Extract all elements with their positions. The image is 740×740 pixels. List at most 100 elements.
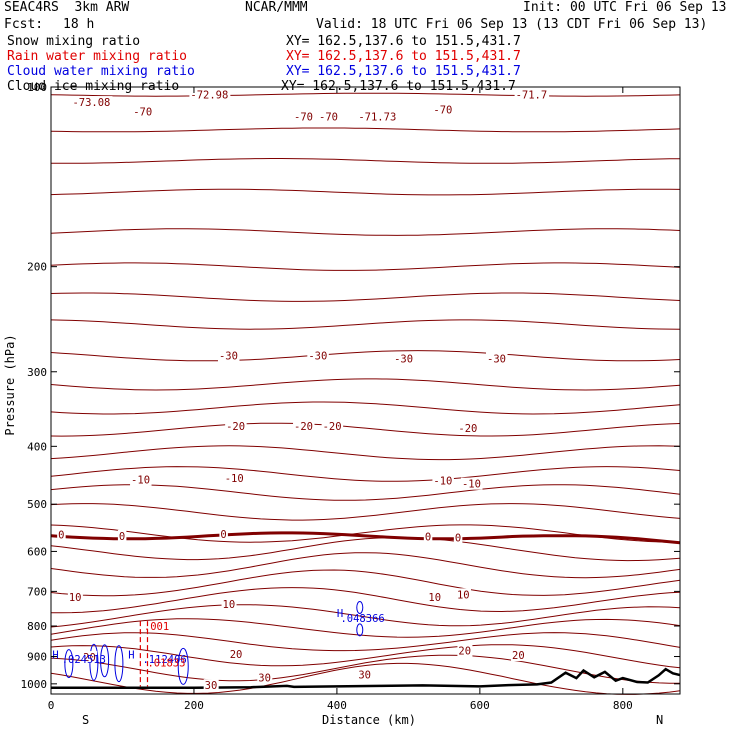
- temperature-label: -20: [458, 423, 477, 435]
- temperature-label: 30: [258, 672, 271, 684]
- y-axis-title: Pressure (hPa): [3, 334, 17, 435]
- isotherm-line: [50, 618, 681, 638]
- temperature-label-bg: [457, 422, 479, 435]
- temperature-label: -71.73: [358, 111, 396, 123]
- isotherm-line: [50, 654, 681, 684]
- temperature-label-bg: [293, 110, 315, 123]
- y-tick-label: 200: [27, 261, 47, 274]
- temperature-label-bg: [514, 88, 550, 101]
- temperature-label: 10: [223, 599, 236, 611]
- center-title: NCAR/MMM: [245, 0, 308, 15]
- temperature-label: 30: [358, 670, 371, 682]
- temperature-label-bg: [225, 420, 247, 433]
- isotherm-line: [51, 587, 681, 614]
- temperature-label-bg: [511, 649, 527, 662]
- isotherm-line: [50, 401, 681, 415]
- temperature-label-bg: [223, 472, 246, 485]
- temperature-label-bg: [67, 590, 83, 603]
- temperature-label-bg: [453, 531, 463, 544]
- temperature-label-bg: [357, 110, 399, 123]
- temperature-label: -70: [133, 107, 152, 119]
- temperature-label-bg: [457, 644, 473, 657]
- temperature-label: -20: [323, 421, 342, 433]
- temperature-label-bg: [71, 96, 113, 109]
- cloud-annotation: .112406: [142, 654, 186, 666]
- rain-contours: [139, 621, 149, 687]
- isotherm-line: [50, 632, 681, 652]
- cloud-annotation: .048366: [340, 613, 384, 625]
- field-name-snow: Snow mixing ratio: [7, 34, 141, 49]
- isotherm-line: [51, 158, 681, 164]
- north-label: N: [656, 713, 663, 727]
- cloud-water-contours: [64, 601, 364, 685]
- y-tick-label: 500: [27, 498, 47, 511]
- temperature-label-bg: [321, 420, 344, 433]
- temperature-label: -20: [294, 421, 313, 433]
- cloud-water-contour: [100, 644, 110, 678]
- temperature-label: -73.08: [72, 97, 110, 109]
- temperature-label: -20: [226, 421, 245, 433]
- x-tick-label: 0: [48, 699, 55, 712]
- field-name-cloud-water: Cloud water mixing ratio: [7, 64, 195, 79]
- temperature-label-bg: [57, 528, 66, 541]
- isotherm-line: [50, 604, 681, 628]
- temperature-label: 20: [458, 646, 471, 658]
- isotherm-line: [50, 569, 681, 597]
- isotherm-line: [50, 503, 681, 521]
- x-tick-label: 800: [613, 699, 633, 712]
- temperature-label-bg: [427, 590, 443, 603]
- temperature-label: -72.98: [190, 90, 228, 102]
- temperature-label: -10: [462, 479, 481, 491]
- temperature-label-bg: [432, 103, 454, 116]
- isotherm-line: [50, 378, 681, 391]
- isotherm-line: [50, 127, 681, 133]
- temperature-label-bg: [307, 349, 329, 362]
- x-axis-title: Distance (km): [322, 713, 416, 727]
- temperature-label: 10: [69, 592, 82, 604]
- temperature-label: -10: [433, 475, 452, 487]
- temperature-label: -70: [433, 104, 452, 116]
- temperature-label: 20: [512, 650, 525, 662]
- init-time: Init: 00 UTC Fri 06 Sep 13: [523, 0, 727, 15]
- y-tick-label: 800: [27, 620, 47, 633]
- temperature-label-bg: [293, 420, 315, 433]
- isotherm-line: [50, 552, 681, 579]
- cloud-annotation: H: [128, 650, 134, 662]
- temperature-label-bg: [460, 477, 483, 490]
- field-xy-snow: XY= 162.5,137.6 to 151.5,431.7: [286, 34, 521, 49]
- isotherm-line: [50, 319, 681, 330]
- temperature-label-bg: [221, 598, 237, 611]
- temperature-label-bg: [82, 651, 98, 664]
- temperature-label: -30: [394, 353, 413, 365]
- temperature-label-bg: [217, 349, 240, 362]
- temperature-label-bg: [393, 352, 415, 365]
- isotherm-line: [50, 536, 681, 562]
- terrain-line: [51, 667, 681, 689]
- x-tick-label: 400: [327, 699, 347, 712]
- y-tick-label: 400: [27, 440, 47, 453]
- temperature-label-bg: [132, 105, 154, 118]
- temperature-label: -30: [308, 351, 327, 363]
- temperature-label-bg: [257, 671, 273, 684]
- valid-time: Valid: 18 UTC Fri 06 Sep 13 (13 CDT Fri …: [316, 17, 708, 32]
- temperature-label: 0: [425, 531, 431, 543]
- temperature-label-bg: [486, 352, 508, 365]
- isotherm-line: [50, 292, 681, 302]
- cloud-water-contour: [64, 649, 74, 679]
- isotherm-line: [50, 422, 681, 437]
- temperature-label-bg: [203, 679, 219, 692]
- isotherm-line: [50, 445, 681, 461]
- temperature-label: 30: [205, 680, 218, 692]
- temperature-label-bg: [423, 530, 433, 543]
- cloud-annotation: .01833: [147, 657, 185, 669]
- temperature-label: 0: [119, 531, 125, 543]
- y-tick-label: 600: [27, 545, 47, 558]
- temperature-label: 20: [83, 652, 96, 664]
- y-tick-label: 900: [27, 651, 47, 664]
- cloud-annotation: .024513: [62, 654, 106, 666]
- temperature-labels: -73.08 -70 -72.98 -70 -70 -71.73 -70 -71.7 -30 -3…: [57, 88, 550, 692]
- isotherm-line: [50, 662, 681, 695]
- fcst-value: 18 h: [63, 17, 95, 32]
